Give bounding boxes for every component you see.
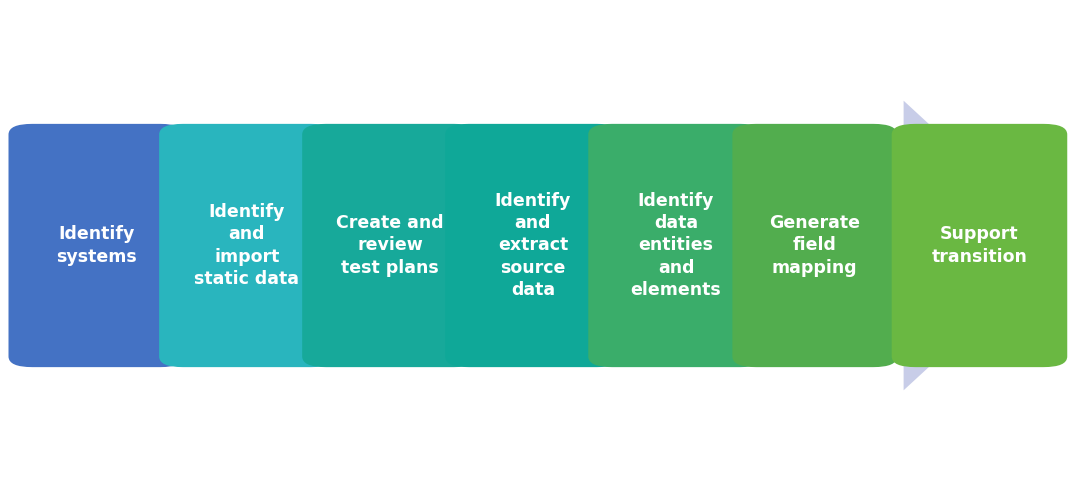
FancyBboxPatch shape	[145, 139, 903, 352]
Text: Identify
and
import
static data: Identify and import static data	[194, 203, 299, 288]
FancyBboxPatch shape	[733, 124, 898, 367]
Text: Support
transition: Support transition	[931, 225, 1028, 266]
Text: Identify
systems: Identify systems	[56, 225, 136, 266]
Text: Create and
review
test plans: Create and review test plans	[336, 214, 443, 277]
FancyBboxPatch shape	[589, 124, 763, 367]
FancyBboxPatch shape	[159, 124, 334, 367]
Text: Identify
and
extract
source
data: Identify and extract source data	[495, 192, 571, 299]
Text: Identify
data
entities
and
elements: Identify data entities and elements	[631, 192, 722, 299]
FancyBboxPatch shape	[9, 124, 185, 367]
FancyBboxPatch shape	[302, 124, 477, 367]
Polygon shape	[903, 101, 1060, 390]
FancyBboxPatch shape	[446, 124, 620, 367]
Text: Generate
field
mapping: Generate field mapping	[769, 214, 860, 277]
FancyBboxPatch shape	[892, 124, 1067, 367]
